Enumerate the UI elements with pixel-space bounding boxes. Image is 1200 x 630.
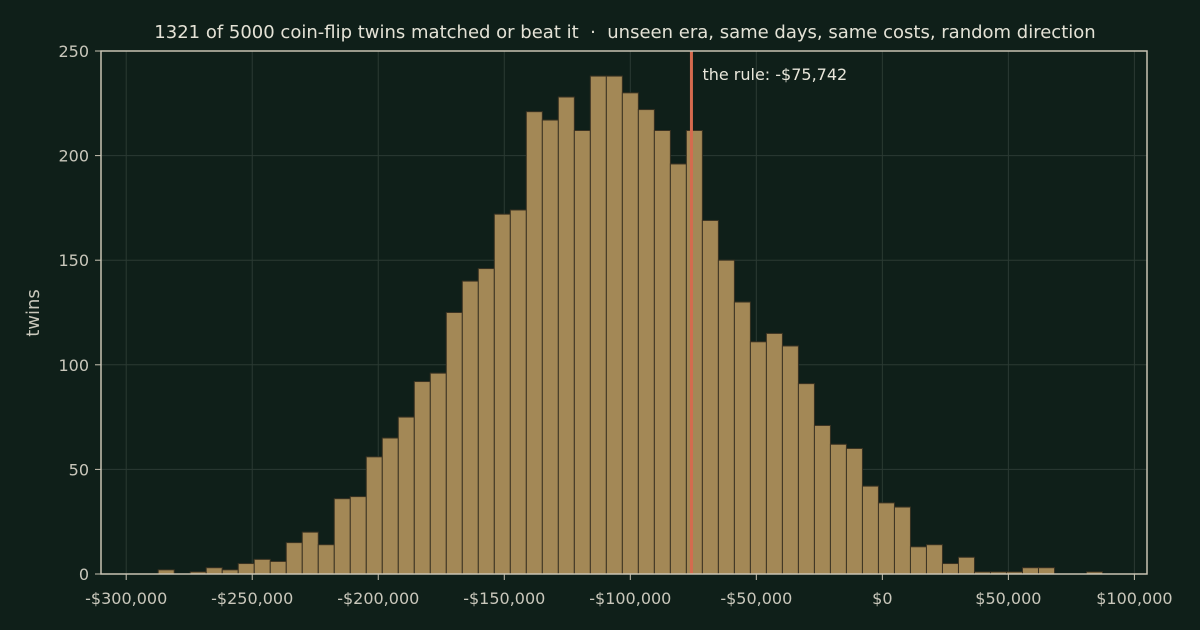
histogram-bar xyxy=(461,280,479,575)
histogram-bar xyxy=(333,498,351,575)
histogram-bar xyxy=(733,301,751,575)
x-tick-label: $0 xyxy=(872,589,892,608)
histogram-bar xyxy=(829,443,847,575)
x-tick-label: -$100,000 xyxy=(589,589,671,608)
histogram-bar xyxy=(717,259,735,575)
histogram-bar xyxy=(925,544,943,575)
y-tick-label: 50 xyxy=(69,460,89,479)
histogram-bar xyxy=(477,268,495,575)
histogram-bar xyxy=(813,424,831,575)
y-axis-ticks: 0 50 100 150 200 250 xyxy=(58,42,101,584)
histogram-bar xyxy=(445,312,463,575)
y-tick-label: 0 xyxy=(79,565,89,584)
rule-marker-label: the rule: -$75,742 xyxy=(702,65,847,84)
histogram-bar xyxy=(893,506,911,575)
plot-frame xyxy=(100,50,1148,575)
histogram-bar xyxy=(621,92,639,575)
histogram-bar xyxy=(413,381,431,575)
histogram-bar xyxy=(493,213,511,575)
histogram-bar xyxy=(429,372,447,575)
histogram-bar xyxy=(701,219,719,575)
histogram-bar xyxy=(941,563,959,575)
plot-border xyxy=(100,50,1148,575)
x-tick-label: -$150,000 xyxy=(463,589,545,608)
histogram-bar xyxy=(685,129,703,575)
histogram-bar xyxy=(237,563,255,575)
histogram-bar xyxy=(205,567,223,575)
histogram-bar xyxy=(1037,567,1055,575)
x-tick-label: -$300,000 xyxy=(85,589,167,608)
x-tick-label: -$50,000 xyxy=(720,589,792,608)
x-tick-label: -$250,000 xyxy=(211,589,293,608)
y-tick-label: 100 xyxy=(58,356,89,375)
histogram-bar xyxy=(957,556,975,575)
histogram-bar xyxy=(269,560,287,575)
x-axis-ticks: -$300,000 -$250,000 -$200,000 -$150,000 -$10… xyxy=(85,574,1173,608)
histogram-bar xyxy=(365,456,383,575)
x-tick-label: $50,000 xyxy=(975,589,1041,608)
histogram-bar xyxy=(525,111,543,575)
histogram-bar xyxy=(349,496,367,575)
y-tick-label: 150 xyxy=(58,251,89,270)
histogram-bar xyxy=(397,416,415,575)
histogram-bar xyxy=(509,209,527,575)
y-tick-label: 250 xyxy=(58,42,89,61)
histogram-bar xyxy=(637,109,655,575)
histogram-bar xyxy=(285,542,303,575)
histogram-bar xyxy=(669,163,687,575)
histogram-bars xyxy=(157,75,1104,575)
histogram-bar xyxy=(301,531,319,575)
histogram-bar xyxy=(765,332,783,575)
x-tick-label: $100,000 xyxy=(1096,589,1172,608)
histogram-bar xyxy=(877,502,895,575)
histogram-bar xyxy=(781,345,799,575)
histogram-bar xyxy=(557,96,575,575)
histogram-bar xyxy=(653,129,671,575)
histogram-bar xyxy=(845,447,863,575)
histogram-bar xyxy=(573,129,591,575)
histogram-bar xyxy=(381,437,399,575)
histogram-bar xyxy=(541,119,559,575)
histogram-bar xyxy=(861,485,879,575)
histogram-bar xyxy=(253,558,271,575)
histogram-bar xyxy=(1021,567,1039,575)
histogram-bar xyxy=(605,75,623,575)
histogram-bar xyxy=(317,544,335,575)
histogram-bar xyxy=(749,341,767,575)
y-tick-label: 200 xyxy=(58,147,89,166)
histogram-bar xyxy=(909,546,927,575)
chart-title: 1321 of 5000 coin-flip twins matched or … xyxy=(154,22,1095,43)
x-tick-label: -$200,000 xyxy=(337,589,419,608)
histogram-bar xyxy=(589,75,607,575)
histogram-bar xyxy=(797,383,815,575)
y-axis-label: twins xyxy=(23,289,44,337)
